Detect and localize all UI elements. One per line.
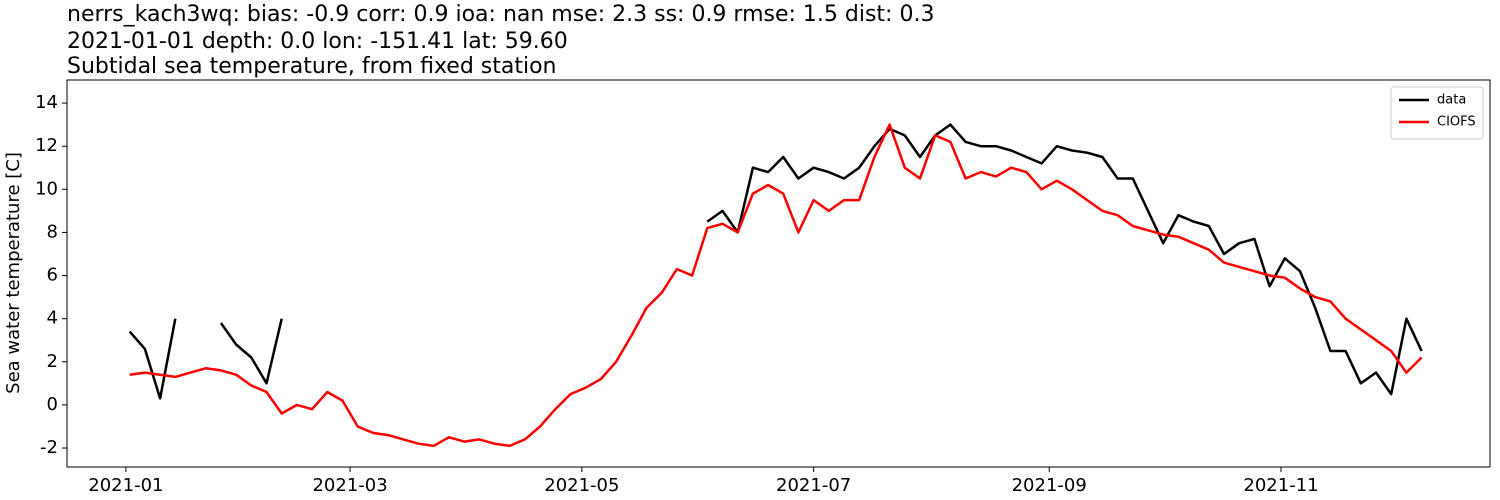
x-tick-label: 2021-01 — [88, 475, 163, 496]
legend-label: CIOFS — [1437, 115, 1476, 130]
plot-frame — [66, 79, 1491, 468]
x-tick-label: 2021-03 — [312, 475, 387, 496]
y-axis-label: Sea water temperature [C] — [3, 152, 24, 394]
y-tick-label: 0 — [47, 394, 58, 415]
x-tick-label: 2021-05 — [544, 475, 619, 496]
y-tick-label: 4 — [47, 308, 58, 329]
x-tick-label: 2021-09 — [1012, 475, 1087, 496]
chart-title: nerrs_kach3wq: bias: -0.9 corr: 0.9 ioa:… — [67, 2, 934, 27]
chart-title: Subtidal sea temperature, from fixed sta… — [67, 54, 557, 79]
y-tick-label: -2 — [40, 437, 58, 458]
x-tick-label: 2021-11 — [1243, 475, 1318, 496]
chart-title: 2021-01-01 depth: 0.0 lon: -151.41 lat: … — [67, 29, 568, 54]
series-line — [129, 123, 1423, 448]
y-tick-label: 12 — [35, 135, 58, 156]
series-line — [128, 123, 1423, 400]
y-tick-label: 2 — [47, 351, 58, 372]
y-tick-label: 6 — [47, 265, 58, 286]
legend-label: data — [1437, 93, 1466, 108]
x-tick-label: 2021-07 — [776, 475, 851, 496]
y-tick-label: 14 — [35, 92, 58, 113]
y-tick-label: 10 — [35, 178, 58, 199]
y-tick-label: 8 — [47, 221, 58, 242]
